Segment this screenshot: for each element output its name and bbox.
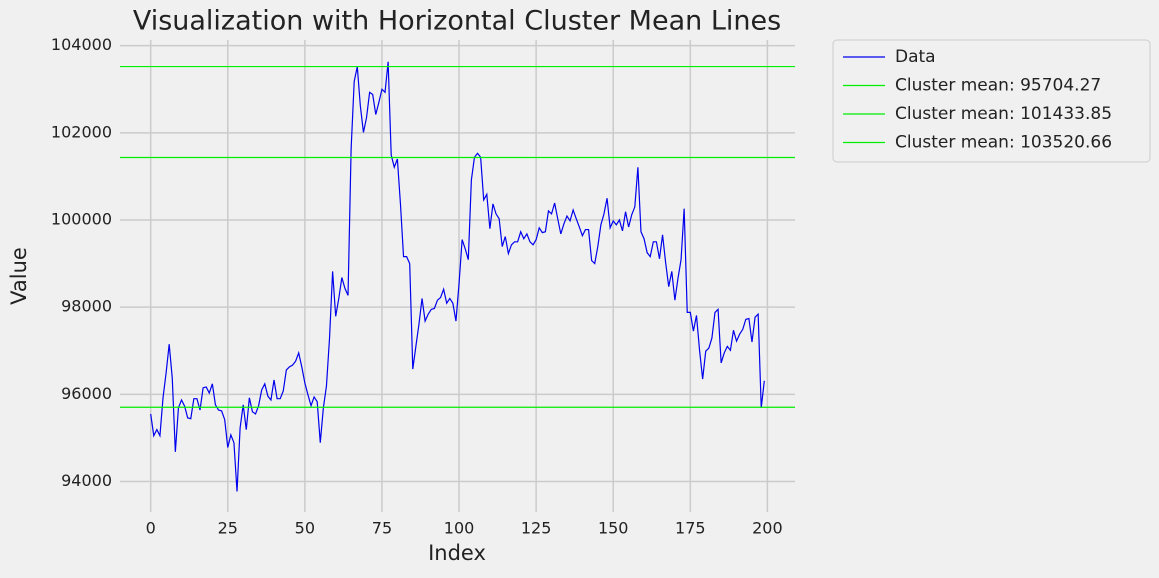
legend-label: Data xyxy=(895,47,936,67)
x-tick-label: 175 xyxy=(675,519,706,538)
legend-label: Cluster mean: 103520.66 xyxy=(895,133,1112,153)
chart-title: Visualization with Horizontal Cluster Me… xyxy=(133,6,781,37)
x-tick-label: 100 xyxy=(444,519,475,538)
data-line xyxy=(150,61,765,492)
y-axis-label: Value xyxy=(7,247,31,305)
y-tick-label: 104000 xyxy=(51,35,112,54)
x-tick-label: 25 xyxy=(218,519,238,538)
x-axis-label: Index xyxy=(428,541,486,565)
x-tick-label: 150 xyxy=(598,519,629,538)
y-tick-label: 96000 xyxy=(61,384,112,403)
x-tick-label: 0 xyxy=(146,519,156,538)
y-tick-label: 94000 xyxy=(61,471,112,490)
x-tick-label: 75 xyxy=(372,519,392,538)
legend-label: Cluster mean: 101433.85 xyxy=(895,104,1112,124)
y-tick-label: 102000 xyxy=(51,122,112,141)
x-tick-label: 200 xyxy=(752,519,783,538)
y-tick-label: 100000 xyxy=(51,209,112,228)
y-tick-label: 98000 xyxy=(61,297,112,316)
legend-box xyxy=(832,39,1151,163)
x-tick-label: 50 xyxy=(295,519,315,538)
x-tick-label: 125 xyxy=(521,519,552,538)
legend-label: Cluster mean: 95704.27 xyxy=(895,76,1101,96)
